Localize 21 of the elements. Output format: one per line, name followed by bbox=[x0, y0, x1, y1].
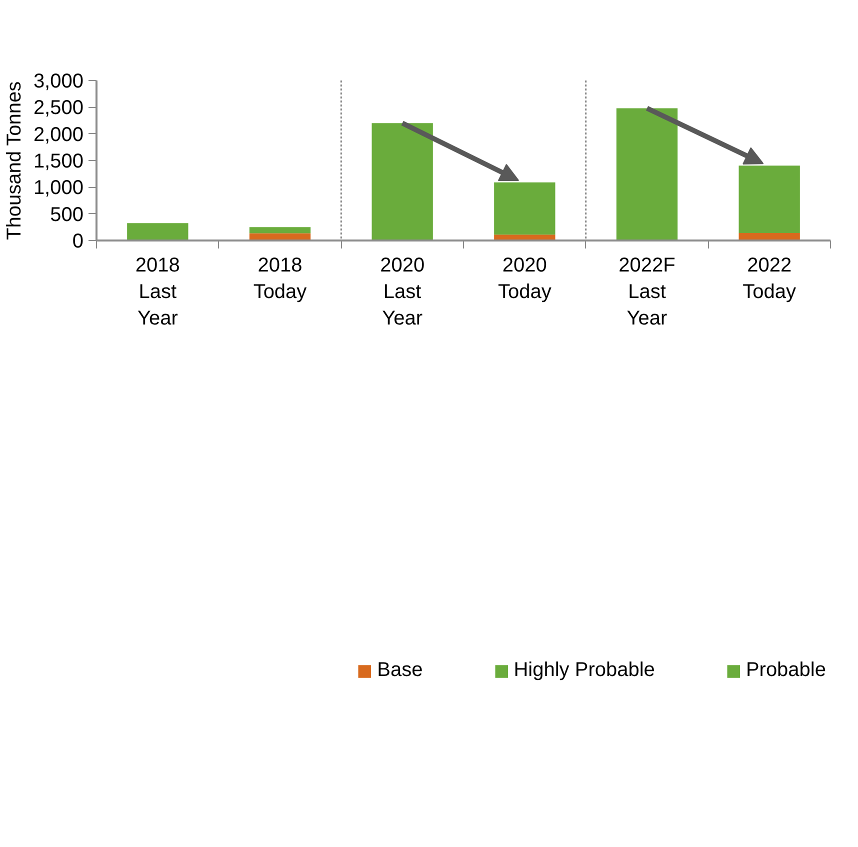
bar bbox=[249, 227, 311, 234]
legend-label: Probable bbox=[746, 659, 826, 682]
x-tick-label: 2022F Last Year bbox=[618, 254, 676, 330]
y-tick-label: 0 bbox=[72, 230, 84, 252]
bar bbox=[738, 166, 800, 234]
x-tick-label: 2018 Last Year bbox=[135, 254, 180, 330]
legend-label: Highly Probable bbox=[514, 659, 655, 682]
y-axis-title: Thousand Tonnes bbox=[3, 81, 26, 240]
x-tick-label: 2018 Today bbox=[253, 254, 307, 303]
y-tick-label: 2,500 bbox=[33, 97, 84, 120]
x-tick-label: 2022 Today bbox=[742, 254, 796, 303]
legend-label: Base bbox=[377, 659, 423, 682]
x-tick-label: 2020 Today bbox=[498, 254, 552, 303]
y-tick-label: 2,000 bbox=[33, 124, 84, 146]
bar bbox=[127, 223, 188, 240]
bar bbox=[494, 182, 556, 235]
x-tick-label: 2020 Last Year bbox=[380, 254, 425, 330]
y-tick-label: 1,500 bbox=[33, 150, 84, 172]
y-tick-label: 1,000 bbox=[33, 177, 84, 200]
y-tick-label: 3,000 bbox=[33, 70, 84, 92]
y-tick-label: 500 bbox=[50, 204, 84, 226]
